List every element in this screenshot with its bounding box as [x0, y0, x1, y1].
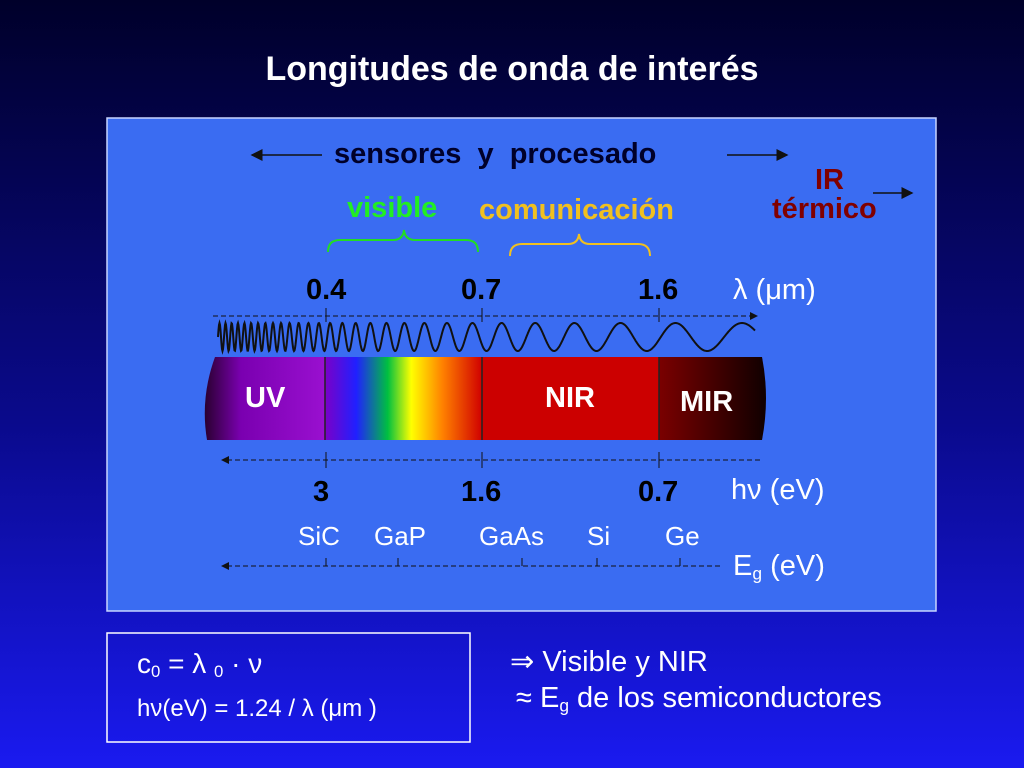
visible-band	[325, 357, 482, 440]
symbol: c	[137, 648, 151, 679]
band-label: MIR	[680, 386, 734, 418]
ticks	[325, 308, 660, 322]
brace	[327, 229, 479, 253]
label: visible	[347, 192, 438, 224]
symbol: E	[733, 550, 753, 582]
symbol: · ν	[223, 648, 263, 679]
tick-label: 0.7	[638, 476, 679, 508]
formula-box	[106, 632, 471, 743]
unit-label: λ (μm)	[733, 274, 816, 306]
tick-label: 0.7	[461, 274, 502, 306]
brace	[509, 233, 651, 257]
subscript: 0	[214, 662, 224, 682]
uv-band	[204, 357, 325, 440]
label: térmico	[772, 193, 877, 225]
subscript: g	[752, 563, 763, 584]
tick-label: 0.4	[306, 274, 347, 306]
wave	[217, 319, 756, 355]
unit-label: Eg (eV)	[733, 552, 825, 583]
tick-label: 1.6	[461, 476, 502, 508]
symbol: = λ	[160, 648, 215, 679]
material: SiC	[298, 521, 340, 551]
tick-label: 1.6	[638, 274, 679, 306]
conclusion: ⇒ Visible y NIR	[510, 646, 708, 678]
text: ≈ E	[516, 682, 560, 714]
conclusion: ≈ Eg de los semiconductores	[516, 684, 882, 715]
band-dividers	[324, 357, 660, 440]
unit-label: hν (eV)	[731, 474, 825, 506]
label: comunicación	[479, 194, 674, 226]
formula: hν(eV) = 1.24 / λ (μm )	[137, 695, 377, 722]
material: GaAs	[479, 521, 545, 551]
subscript: 0	[151, 662, 161, 682]
subscript: g	[559, 695, 569, 716]
material: GaP	[374, 521, 427, 551]
ticks	[325, 452, 660, 468]
text: de los semiconductores	[569, 682, 882, 714]
unit: (eV)	[762, 550, 825, 582]
ticks	[325, 558, 681, 566]
label: sensores y procesado	[334, 138, 657, 170]
material: Ge	[665, 521, 700, 551]
title: Longitudes de onda de interés	[265, 50, 759, 88]
material: Si	[587, 521, 611, 551]
band-label: NIR	[545, 382, 595, 414]
nir-band	[482, 357, 659, 440]
tick-label: 3	[313, 476, 330, 508]
label: IR	[815, 164, 844, 196]
formula: c0 = λ 0 · ν	[137, 650, 262, 681]
mir-band	[659, 357, 766, 440]
band-label: UV	[245, 382, 286, 414]
